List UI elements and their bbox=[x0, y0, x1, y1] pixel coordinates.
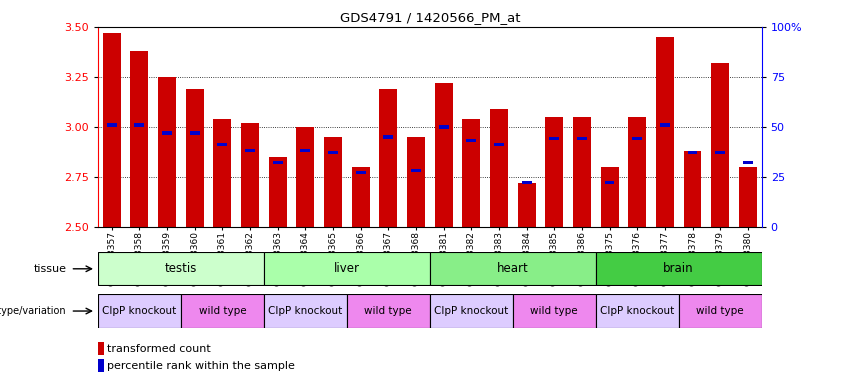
Bar bbox=[512, 295, 596, 328]
Bar bbox=[435, 83, 453, 227]
Bar bbox=[264, 252, 430, 285]
Bar bbox=[688, 151, 698, 154]
Bar bbox=[411, 169, 421, 172]
Title: GDS4791 / 1420566_PM_at: GDS4791 / 1420566_PM_at bbox=[340, 11, 520, 24]
Bar bbox=[660, 123, 670, 126]
Text: wild type: wild type bbox=[364, 306, 412, 316]
Bar bbox=[269, 157, 287, 227]
Bar bbox=[296, 127, 314, 227]
Bar bbox=[683, 151, 701, 227]
Bar bbox=[186, 89, 203, 227]
Bar bbox=[272, 161, 283, 164]
Text: ClpP knockout: ClpP knockout bbox=[268, 306, 342, 316]
Bar bbox=[430, 252, 596, 285]
Text: tissue: tissue bbox=[33, 264, 66, 274]
Bar bbox=[549, 137, 559, 141]
Bar bbox=[494, 143, 504, 146]
Bar bbox=[356, 171, 366, 174]
Bar bbox=[517, 183, 535, 227]
Bar bbox=[628, 117, 646, 227]
Bar bbox=[545, 117, 563, 227]
Bar bbox=[577, 137, 587, 141]
Bar bbox=[98, 252, 264, 285]
Text: genotype/variation: genotype/variation bbox=[0, 306, 66, 316]
Bar bbox=[134, 123, 145, 126]
Bar bbox=[522, 181, 532, 184]
Text: transformed count: transformed count bbox=[107, 344, 211, 354]
Bar bbox=[462, 119, 480, 227]
Bar bbox=[130, 51, 148, 227]
Bar bbox=[245, 149, 255, 152]
Bar bbox=[300, 149, 311, 152]
Bar bbox=[466, 139, 477, 142]
Bar bbox=[98, 342, 104, 355]
Text: wild type: wild type bbox=[696, 306, 744, 316]
Text: ClpP knockout: ClpP knockout bbox=[102, 306, 176, 316]
Bar bbox=[158, 77, 176, 227]
Bar bbox=[264, 295, 347, 328]
Text: brain: brain bbox=[664, 262, 694, 275]
Bar bbox=[407, 137, 425, 227]
Text: heart: heart bbox=[497, 262, 528, 275]
Bar bbox=[106, 123, 117, 126]
Bar bbox=[103, 33, 121, 227]
Bar bbox=[430, 295, 512, 328]
Bar bbox=[743, 161, 753, 164]
Bar bbox=[214, 119, 231, 227]
Text: percentile rank within the sample: percentile rank within the sample bbox=[107, 361, 295, 371]
Bar bbox=[715, 151, 725, 154]
Bar bbox=[351, 167, 369, 227]
Bar bbox=[490, 109, 508, 227]
Bar bbox=[573, 117, 591, 227]
Bar bbox=[190, 131, 200, 134]
Bar bbox=[656, 37, 674, 227]
Bar bbox=[601, 167, 619, 227]
Bar bbox=[596, 295, 678, 328]
Bar bbox=[180, 295, 264, 328]
Bar bbox=[739, 167, 757, 227]
Bar bbox=[604, 181, 614, 184]
Text: liver: liver bbox=[334, 262, 360, 275]
Text: ClpP knockout: ClpP knockout bbox=[434, 306, 508, 316]
Bar bbox=[679, 295, 762, 328]
Bar bbox=[596, 252, 762, 285]
Text: ClpP knockout: ClpP knockout bbox=[600, 306, 674, 316]
Bar bbox=[632, 137, 643, 141]
Text: wild type: wild type bbox=[198, 306, 246, 316]
Bar bbox=[217, 143, 227, 146]
Bar bbox=[347, 295, 430, 328]
Text: testis: testis bbox=[164, 262, 197, 275]
Bar bbox=[162, 131, 172, 134]
Bar bbox=[98, 359, 104, 372]
Bar bbox=[324, 137, 342, 227]
Bar bbox=[711, 63, 729, 227]
Bar bbox=[383, 135, 393, 139]
Text: wild type: wild type bbox=[530, 306, 578, 316]
Bar bbox=[438, 125, 448, 129]
Bar bbox=[98, 295, 180, 328]
Bar bbox=[241, 123, 259, 227]
Bar bbox=[380, 89, 397, 227]
Bar bbox=[328, 151, 338, 154]
